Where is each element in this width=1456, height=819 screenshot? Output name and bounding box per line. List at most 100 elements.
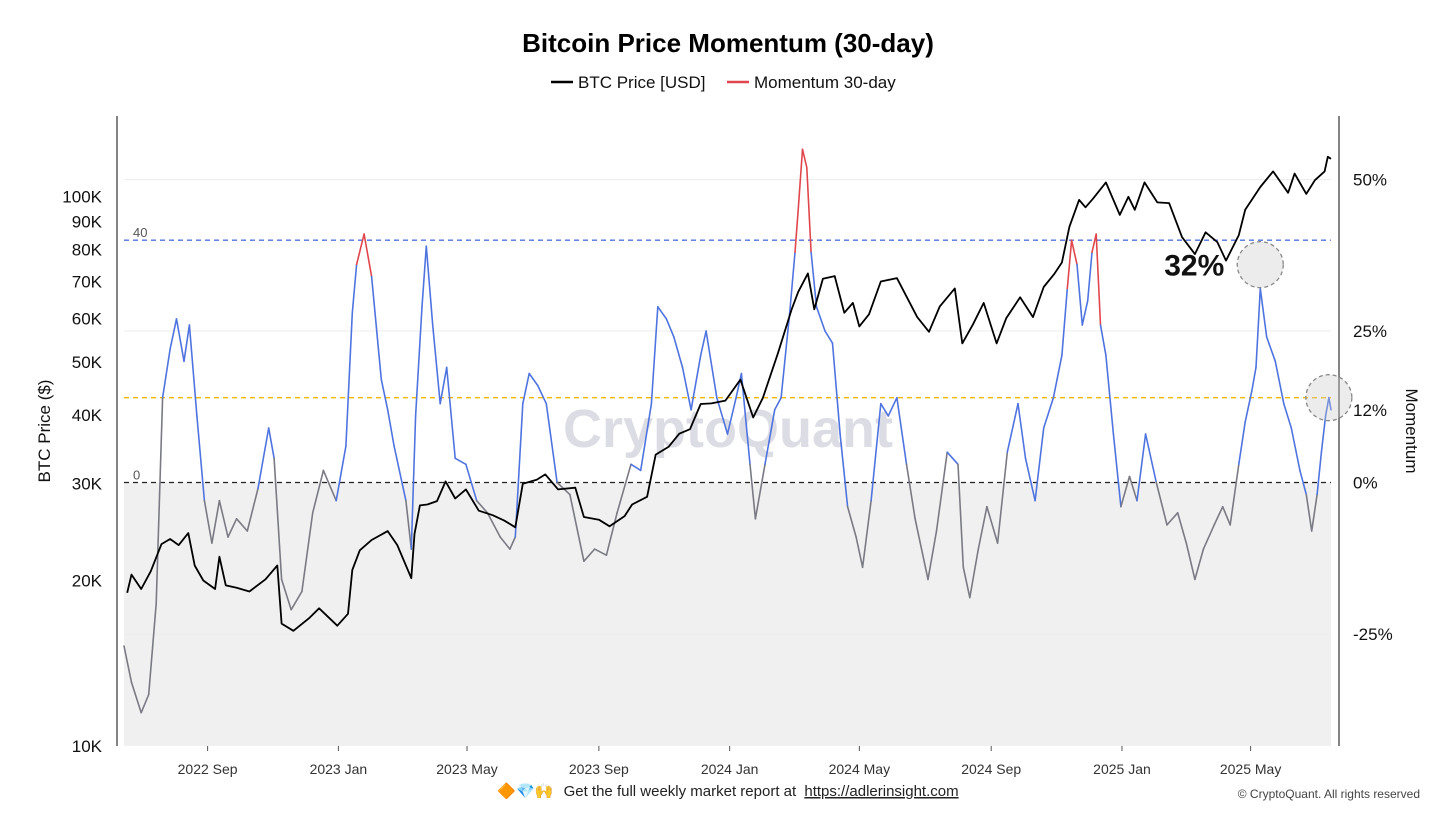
- left-tick-label: 70K: [72, 272, 103, 291]
- momentum-segment: [405, 499, 413, 550]
- momentum-segment: [593, 548, 608, 557]
- momentum-segment: [977, 505, 988, 550]
- momentum-segment: [363, 233, 373, 278]
- momentum-segment: [130, 681, 142, 714]
- momentum-segment: [486, 511, 502, 538]
- momentum-segment: [831, 342, 841, 435]
- momentum-segment: [123, 645, 133, 684]
- momentum-segment: [810, 251, 818, 308]
- momentum-segment: [1265, 336, 1277, 363]
- momentum-segment: [421, 245, 428, 308]
- momentum-segment: [1120, 475, 1131, 508]
- momentum-segment: [1136, 433, 1147, 502]
- momentum-segment: [986, 505, 999, 544]
- momentum-segment: [962, 566, 971, 599]
- momentum-segment: [839, 433, 849, 508]
- momentum-segment: [935, 451, 949, 532]
- momentum-segment: [188, 324, 198, 417]
- momentum-segment: [147, 602, 157, 696]
- momentum-segment: [673, 336, 684, 369]
- momentum-segment: [1244, 390, 1253, 423]
- momentum-segment: [1221, 505, 1231, 526]
- momentum-segment: [1305, 493, 1313, 532]
- right-axis-title: Momentum: [1402, 388, 1421, 473]
- momentum-segment: [846, 505, 857, 538]
- annotation-circle: [1305, 374, 1353, 422]
- right-tick-label: 50%: [1353, 171, 1387, 190]
- annotation-label: 32%: [1164, 250, 1224, 283]
- momentum-segment: [536, 384, 548, 405]
- right-tick-label: 25%: [1353, 322, 1387, 341]
- legend-label-momentum[interactable]: Momentum 30-day: [754, 73, 896, 92]
- momentum-segment: [896, 396, 908, 466]
- momentum-segment: [1194, 548, 1205, 581]
- momentum-segment: [705, 330, 718, 399]
- left-tick-label: 50K: [72, 353, 103, 372]
- momentum-segment: [1320, 415, 1327, 454]
- momentum-segment: [140, 693, 150, 714]
- momentum-segment: [1213, 505, 1224, 526]
- momentum-segment: [1299, 469, 1308, 496]
- gridlines: [124, 179, 1331, 635]
- momentum-segment: [914, 517, 929, 581]
- momentum-segment: [521, 372, 531, 405]
- momentum-segment: [726, 396, 737, 435]
- momentum-segment: [454, 457, 467, 466]
- momentum-segment: [355, 233, 365, 266]
- momentum-segment: [1042, 396, 1055, 429]
- footer-link[interactable]: https://adlerinsight.com: [804, 783, 958, 800]
- momentum-segment: [1328, 396, 1332, 411]
- legend: BTC Price [USD] Momentum 30-day: [551, 73, 896, 92]
- momentum-segment: [639, 402, 653, 472]
- momentum-segment: [616, 463, 632, 514]
- momentum-segment: [1024, 457, 1036, 502]
- momentum-segment: [445, 366, 457, 460]
- momentum-segment: [370, 275, 383, 381]
- price-line: [126, 155, 1332, 632]
- reference-label-0: 40: [133, 225, 147, 240]
- momentum-segment: [1061, 287, 1069, 357]
- momentum-segment: [605, 511, 618, 557]
- momentum-segment: [665, 318, 675, 338]
- momentum-segment: [155, 396, 164, 605]
- momentum-segment: [754, 463, 766, 520]
- momentum-segment: [656, 305, 668, 320]
- momentum-segment: [545, 402, 558, 484]
- momentum-segment: [175, 318, 185, 363]
- momentum-segment: [1076, 263, 1084, 326]
- footer-note: 🔶💎🙌 Get the full weekly market report at…: [497, 782, 958, 800]
- momentum-segment: [322, 469, 338, 502]
- momentum-segment: [1155, 481, 1168, 526]
- momentum-segment: [528, 372, 539, 387]
- plot-background: [124, 482, 1331, 746]
- momentum-segment: [1052, 354, 1063, 399]
- momentum-segment: [1144, 433, 1158, 484]
- momentum-segment: [227, 517, 238, 538]
- left-tick-label: 60K: [72, 309, 103, 328]
- momentum-segment: [203, 499, 213, 544]
- momentum-segment: [583, 548, 596, 563]
- footer-emojis: 🔶💎🙌: [497, 782, 553, 800]
- momentum-segment: [439, 366, 448, 405]
- left-tick-label: 20K: [72, 572, 103, 591]
- momentum-segment: [161, 348, 171, 399]
- momentum-segment: [1034, 427, 1045, 502]
- annotations: 32%: [1164, 240, 1353, 422]
- momentum-segment: [690, 354, 702, 411]
- momentum-segment: [1259, 287, 1268, 338]
- momentum-segment: [824, 330, 834, 345]
- left-tick-label: 40K: [72, 406, 103, 425]
- momentum-segment: [569, 493, 585, 563]
- momentum-segment: [764, 408, 776, 466]
- momentum-segment: [1099, 324, 1107, 357]
- legend-label-price[interactable]: BTC Price [USD]: [578, 73, 706, 92]
- x-tick-label: 2023 Jan: [310, 761, 368, 777]
- annotation-circle: [1236, 240, 1284, 289]
- left-tick-label: 30K: [72, 475, 103, 494]
- right-tick-label: 12%: [1353, 401, 1387, 420]
- axes: [116, 116, 1340, 746]
- momentum-segment: [1105, 354, 1115, 435]
- momentum-segment: [794, 209, 800, 254]
- left-tick-label: 80K: [72, 241, 103, 260]
